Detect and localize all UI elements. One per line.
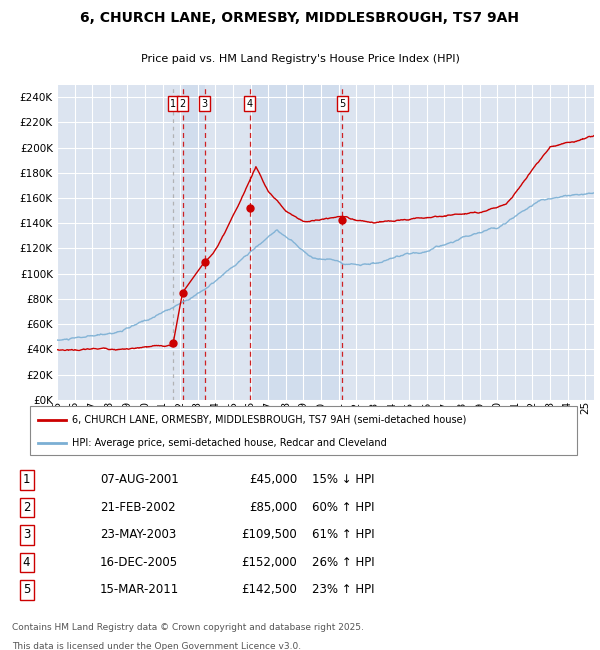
Text: HPI: Average price, semi-detached house, Redcar and Cleveland: HPI: Average price, semi-detached house,… <box>72 438 386 448</box>
Text: 15-MAR-2011: 15-MAR-2011 <box>100 583 179 596</box>
Text: £109,500: £109,500 <box>241 528 297 541</box>
Text: £45,000: £45,000 <box>249 473 297 486</box>
Text: 21-FEB-2002: 21-FEB-2002 <box>100 500 176 514</box>
Text: 07-AUG-2001: 07-AUG-2001 <box>100 473 179 486</box>
Bar <box>182 84 205 400</box>
Text: 4: 4 <box>247 99 253 109</box>
Text: 26% ↑ HPI: 26% ↑ HPI <box>312 556 374 569</box>
Text: 1: 1 <box>170 99 176 109</box>
Text: 60% ↑ HPI: 60% ↑ HPI <box>312 500 374 514</box>
Text: £152,000: £152,000 <box>241 556 297 569</box>
Text: £142,500: £142,500 <box>241 583 297 596</box>
Text: 16-DEC-2005: 16-DEC-2005 <box>100 556 178 569</box>
Text: Price paid vs. HM Land Registry's House Price Index (HPI): Price paid vs. HM Land Registry's House … <box>140 53 460 64</box>
Text: 6, CHURCH LANE, ORMESBY, MIDDLESBROUGH, TS7 9AH: 6, CHURCH LANE, ORMESBY, MIDDLESBROUGH, … <box>80 11 520 25</box>
Text: Contains HM Land Registry data © Crown copyright and database right 2025.: Contains HM Land Registry data © Crown c… <box>12 623 364 632</box>
Text: 23% ↑ HPI: 23% ↑ HPI <box>312 583 374 596</box>
Text: 1: 1 <box>23 473 31 486</box>
Text: 23-MAY-2003: 23-MAY-2003 <box>100 528 176 541</box>
Text: 4: 4 <box>23 556 31 569</box>
FancyBboxPatch shape <box>29 406 577 456</box>
Text: 2: 2 <box>179 99 185 109</box>
Text: This data is licensed under the Open Government Licence v3.0.: This data is licensed under the Open Gov… <box>12 642 301 650</box>
Text: 15% ↓ HPI: 15% ↓ HPI <box>312 473 374 486</box>
Text: 5: 5 <box>23 583 30 596</box>
Text: £85,000: £85,000 <box>249 500 297 514</box>
Text: 6, CHURCH LANE, ORMESBY, MIDDLESBROUGH, TS7 9AH (semi-detached house): 6, CHURCH LANE, ORMESBY, MIDDLESBROUGH, … <box>72 415 466 424</box>
Text: 61% ↑ HPI: 61% ↑ HPI <box>312 528 374 541</box>
Text: 2: 2 <box>23 500 31 514</box>
Text: 5: 5 <box>339 99 346 109</box>
Text: 3: 3 <box>23 528 30 541</box>
Text: 3: 3 <box>202 99 208 109</box>
Bar <box>250 84 343 400</box>
